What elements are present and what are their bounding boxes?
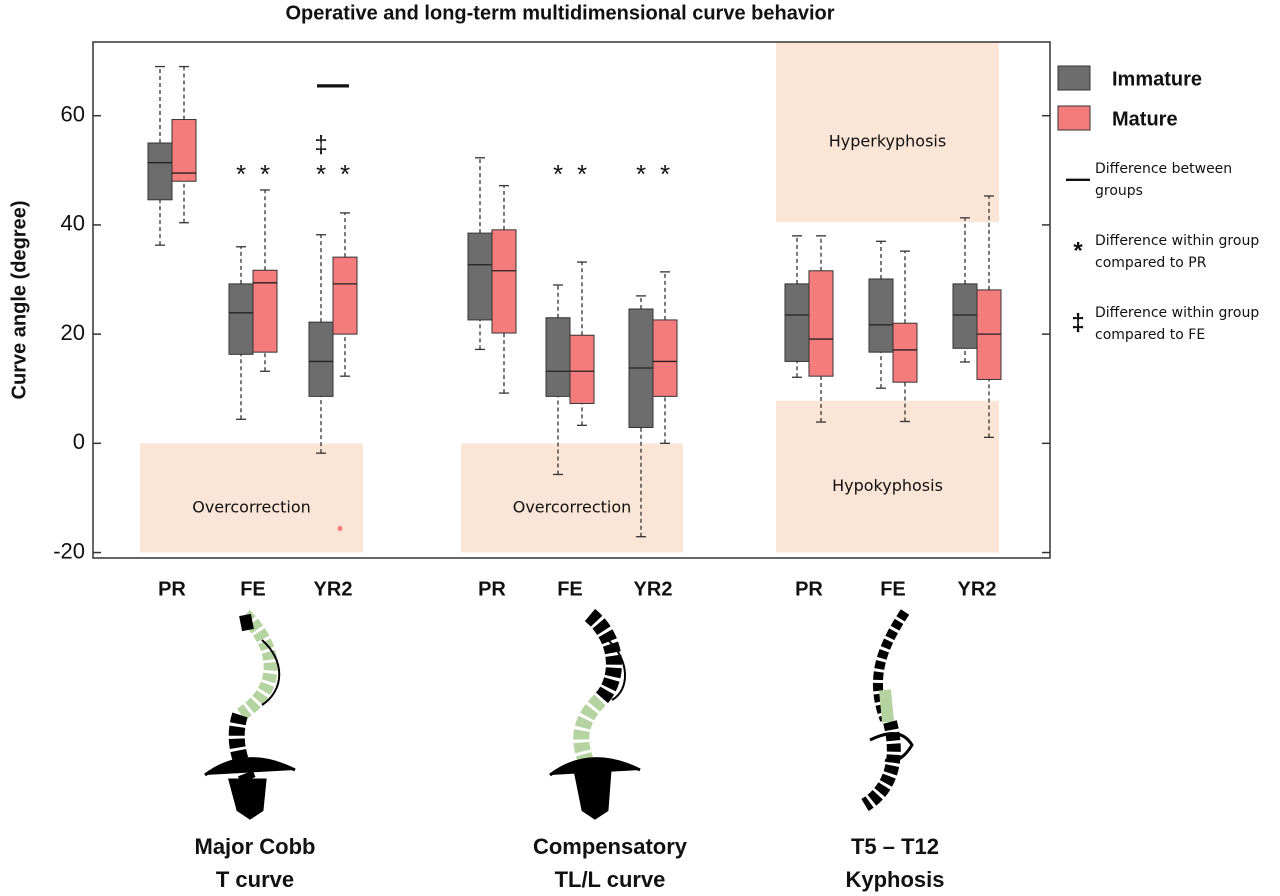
box: [569, 261, 595, 426]
significance-marker: *: [660, 159, 670, 189]
box: [491, 184, 517, 394]
significance-marker: *: [577, 159, 587, 189]
spine-illustration: [861, 609, 914, 811]
key-text: Difference within group compared to PR: [1095, 233, 1260, 271]
box: [147, 65, 173, 246]
significance-marker: *: [316, 159, 326, 189]
box-body: [808, 270, 834, 377]
region-label: Hypokyphosis: [832, 476, 943, 495]
between-marker: —: [317, 65, 349, 101]
y-tick-label: 0: [73, 429, 85, 454]
box-body: [868, 278, 894, 353]
box-body: [308, 321, 334, 397]
significance-marker: *: [636, 159, 646, 189]
legend-label: Immature: [1112, 68, 1202, 90]
legend-swatch: [1057, 65, 1091, 91]
significance-marker: *: [236, 159, 246, 189]
group-label: T5 – T12: [851, 834, 939, 859]
group-label: Major Cobb: [195, 834, 316, 859]
box: [228, 246, 254, 420]
spine-illustration: [204, 610, 296, 820]
group-label: TL/L curve: [555, 867, 666, 892]
box-body: [892, 322, 918, 383]
y-tick-label: 20: [61, 320, 85, 345]
legend-label: Mature: [1112, 108, 1178, 130]
key-text: Difference within group compared to FE: [1095, 305, 1260, 343]
x-tick-label: FE: [240, 578, 266, 600]
box-body: [147, 142, 173, 201]
box: [545, 284, 571, 476]
box: [784, 235, 810, 378]
shaded-region: [140, 443, 363, 553]
box-body: [228, 283, 254, 355]
x-tick-label: PR: [478, 578, 506, 600]
shaded-region: [461, 443, 683, 553]
box: [467, 157, 493, 351]
box-body: [332, 256, 358, 335]
x-tick-label: YR2: [634, 578, 673, 600]
shaded-region: [776, 400, 999, 553]
box: [332, 212, 358, 532]
significance-marker: *: [260, 159, 270, 189]
legend-swatch: [1057, 105, 1091, 131]
box-body: [952, 283, 978, 349]
box: [252, 189, 278, 372]
x-tick-label: PR: [158, 578, 186, 600]
region-label: Overcorrection: [192, 497, 311, 516]
y-tick-label: 60: [61, 102, 85, 127]
x-tick-label: FE: [557, 578, 583, 600]
x-tick-label: FE: [880, 578, 906, 600]
key-symbol: ‡: [1071, 309, 1084, 336]
box-body: [491, 229, 517, 334]
box: [868, 240, 894, 389]
y-tick-label: 40: [61, 211, 85, 236]
box: [892, 250, 918, 423]
box-body: [252, 269, 278, 353]
significance-marker: *: [340, 159, 350, 189]
y-axis-label: Curve angle (degree): [8, 201, 30, 400]
box: [808, 235, 834, 423]
key-symbol: *: [1073, 237, 1083, 264]
box: [628, 295, 654, 538]
group-label: T curve: [216, 867, 294, 892]
box-body: [467, 232, 493, 321]
region-label: Hyperkyphosis: [829, 132, 946, 151]
key-symbol: —: [1066, 165, 1090, 192]
group-label: Compensatory: [533, 834, 688, 859]
shaded-region: [776, 42, 999, 223]
y-tick-label: -20: [53, 538, 85, 563]
box: [308, 234, 334, 454]
plot-frame: [92, 41, 1051, 559]
box: [652, 271, 678, 444]
box: [976, 195, 1002, 438]
box-body: [569, 334, 595, 404]
x-tick-label: YR2: [958, 578, 997, 600]
box-body: [784, 283, 810, 362]
x-tick-label: PR: [795, 578, 823, 600]
box-body: [171, 119, 197, 182]
box-body: [652, 319, 678, 397]
region-label: Overcorrection: [513, 497, 632, 516]
significance-marker: ‡: [314, 131, 327, 158]
spine-illustration: [549, 608, 641, 820]
x-tick-label: YR2: [314, 578, 353, 600]
significance-marker: *: [553, 159, 563, 189]
box-body: [545, 317, 571, 397]
group-label: Kyphosis: [845, 867, 944, 892]
key-text: Difference between groups: [1095, 161, 1233, 199]
box: [171, 65, 197, 224]
outlier: [337, 526, 343, 532]
chart-title: Operative and long-term multidimensional…: [285, 2, 834, 24]
box: [952, 217, 978, 363]
